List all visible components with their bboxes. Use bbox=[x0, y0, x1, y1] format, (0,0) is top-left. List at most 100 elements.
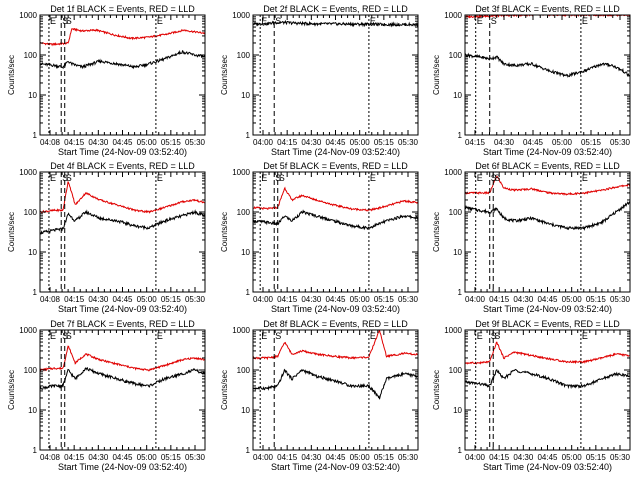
marker-label: E bbox=[261, 173, 267, 183]
x-tick-label: 04:30 bbox=[88, 138, 109, 147]
y-tick-label: 100 bbox=[449, 366, 463, 375]
marker-label: S bbox=[66, 16, 72, 26]
marker-label: S bbox=[62, 16, 68, 26]
panel-title: Det 2f BLACK = Events, RED = LLD bbox=[263, 4, 408, 14]
x-tick-label: 05:15 bbox=[586, 453, 607, 462]
y-tick-label: 1000 bbox=[19, 168, 37, 177]
y-tick-label: 1 bbox=[246, 446, 251, 455]
marker-label: S bbox=[62, 173, 68, 183]
x-tick-label: 04:45 bbox=[325, 453, 346, 462]
y-tick-label: 10 bbox=[28, 406, 37, 415]
x-tick-label: 04:00 bbox=[253, 138, 274, 147]
x-tick-label: 04:45 bbox=[112, 453, 133, 462]
y-tick-label: 10 bbox=[241, 406, 250, 415]
marker-label: E bbox=[477, 331, 483, 341]
x-tick-label: 05:30 bbox=[185, 453, 206, 462]
x-tick-label: 04:15 bbox=[489, 295, 510, 304]
x-tick-label: 04:30 bbox=[494, 138, 515, 147]
y-tick-label: 1000 bbox=[444, 11, 462, 20]
y-tick-label: 10 bbox=[453, 91, 462, 100]
y-axis-label: Counts/sec bbox=[220, 55, 229, 95]
x-tick-label: 04:45 bbox=[537, 453, 558, 462]
y-tick-label: 10 bbox=[28, 91, 37, 100]
marker-label: E bbox=[157, 16, 163, 26]
x-tick-label: 05:15 bbox=[161, 138, 182, 147]
marker-label: E bbox=[50, 331, 56, 341]
events-series-line bbox=[464, 52, 631, 78]
x-tick-label: 05:00 bbox=[562, 453, 583, 462]
y-tick-label: 100 bbox=[24, 208, 38, 217]
y-tick-label: 1000 bbox=[444, 168, 462, 177]
x-axis-label: Start Time (24-Nov-09 03:52:40) bbox=[483, 462, 612, 472]
y-tick-label: 10 bbox=[28, 248, 37, 257]
lld-series-line bbox=[39, 27, 206, 47]
y-axis-label: Counts/sec bbox=[7, 370, 16, 410]
lld-series-line bbox=[464, 175, 631, 196]
panel-title: Det 1f BLACK = Events, RED = LLD bbox=[50, 4, 195, 14]
panel-title: Det 7f BLACK = Events, RED = LLD bbox=[50, 319, 195, 329]
events-series-line bbox=[39, 49, 206, 70]
x-tick-label: 05:30 bbox=[610, 138, 631, 147]
x-tick-label: 04:30 bbox=[301, 138, 322, 147]
panel-title: Det 9f BLACK = Events, RED = LLD bbox=[475, 319, 620, 329]
x-tick-label: 04:15 bbox=[277, 453, 298, 462]
y-axis-label: Counts/sec bbox=[432, 55, 441, 95]
panel-title: Det 6f BLACK = Events, RED = LLD bbox=[475, 161, 620, 171]
marker-label: E bbox=[477, 16, 483, 26]
events-series-line bbox=[464, 201, 631, 232]
lld-series-line bbox=[39, 181, 206, 214]
marker-label: E bbox=[50, 16, 56, 26]
y-tick-label: 10 bbox=[453, 406, 462, 415]
y-tick-label: 1000 bbox=[19, 11, 37, 20]
x-tick-label: 05:30 bbox=[185, 295, 206, 304]
events-series-line bbox=[39, 209, 206, 235]
plot-frame bbox=[252, 14, 419, 136]
x-axis-label: Start Time (24-Nov-09 03:52:40) bbox=[271, 147, 400, 157]
x-tick-label: 05:15 bbox=[581, 138, 602, 147]
x-tick-label: 05:30 bbox=[610, 295, 631, 304]
y-tick-label: 10 bbox=[241, 248, 250, 257]
y-tick-label: 100 bbox=[449, 51, 463, 60]
y-axis-label: Counts/sec bbox=[220, 370, 229, 410]
y-tick-label: 1 bbox=[458, 131, 463, 140]
panel-title: Det 5f BLACK = Events, RED = LLD bbox=[263, 161, 408, 171]
x-tick-label: 04:45 bbox=[523, 138, 544, 147]
y-axis-label: Counts/sec bbox=[220, 212, 229, 252]
x-tick-label: 04:15 bbox=[489, 453, 510, 462]
events-series-line bbox=[252, 19, 419, 28]
y-axis-label: Counts/sec bbox=[432, 370, 441, 410]
x-axis-label: Start Time (24-Nov-09 03:52:40) bbox=[58, 462, 187, 472]
x-tick-label: 04:30 bbox=[88, 295, 109, 304]
x-tick-label: 05:00 bbox=[137, 138, 158, 147]
marker-label: E bbox=[261, 16, 267, 26]
y-tick-label: 1000 bbox=[19, 326, 37, 335]
marker-label: S bbox=[275, 331, 281, 341]
marker-label: S bbox=[66, 331, 72, 341]
y-axis-label: Counts/sec bbox=[7, 212, 16, 252]
marker-label: S bbox=[275, 173, 281, 183]
marker-label: E bbox=[370, 331, 376, 341]
y-tick-label: 1 bbox=[33, 446, 38, 455]
marker-label: E bbox=[261, 331, 267, 341]
x-tick-label: 04:45 bbox=[112, 295, 133, 304]
panel-title: Det 4f BLACK = Events, RED = LLD bbox=[50, 161, 195, 171]
y-axis-label: Counts/sec bbox=[7, 55, 16, 95]
marker-label: S bbox=[491, 331, 497, 341]
events-series-line bbox=[464, 368, 631, 390]
x-tick-label: 05:00 bbox=[137, 295, 158, 304]
x-tick-label: 05:15 bbox=[161, 453, 182, 462]
y-tick-label: 1 bbox=[246, 131, 251, 140]
x-tick-label: 04:15 bbox=[64, 453, 85, 462]
x-tick-label: 04:30 bbox=[88, 453, 109, 462]
x-tick-label: 05:30 bbox=[185, 138, 206, 147]
marker-label: E bbox=[477, 173, 483, 183]
x-tick-label: 05:00 bbox=[562, 295, 583, 304]
lld-series-line bbox=[252, 186, 418, 212]
y-tick-label: 1000 bbox=[232, 11, 250, 20]
marker-label: E bbox=[50, 173, 56, 183]
marker-label: S bbox=[491, 16, 497, 26]
